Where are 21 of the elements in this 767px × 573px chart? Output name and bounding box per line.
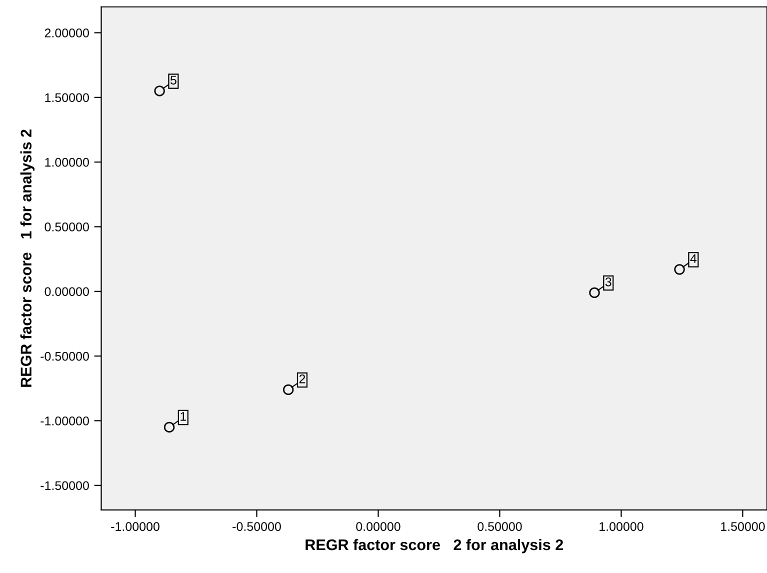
y-tick-label: -0.50000	[40, 352, 89, 361]
y-tick-label: 0.50000	[44, 222, 89, 232]
x-tick-label: 0.00000	[356, 522, 400, 531]
x-axis-title: REGR factor score 2 for analysis 2	[306, 538, 564, 554]
annotation: 2	[299, 374, 306, 384]
y-tick-label: 1.50000	[45, 93, 89, 102]
annotation: 1	[180, 412, 186, 421]
x-tick-label: 1.50000	[721, 522, 765, 531]
y-axis-title: REGR factor score 1 for analysis 2	[20, 130, 35, 387]
annotation: 5	[170, 76, 176, 85]
y-tick-label: 0.00000	[44, 287, 89, 296]
y-tick-label: -1.00000	[40, 416, 89, 426]
x-tick-label: 0.50000	[478, 522, 522, 531]
annotation: 4	[690, 254, 697, 263]
y-tick-label: 1.00000	[45, 158, 89, 167]
x-tick-label: -0.50000	[232, 522, 281, 531]
x-tick-label: -1.00000	[111, 522, 160, 531]
annotation: 3	[605, 277, 612, 286]
y-tick-label: 2.00000	[44, 28, 89, 38]
y-tick-label: -1.50000	[40, 481, 89, 490]
x-tick-label: 1.00000	[600, 522, 644, 531]
